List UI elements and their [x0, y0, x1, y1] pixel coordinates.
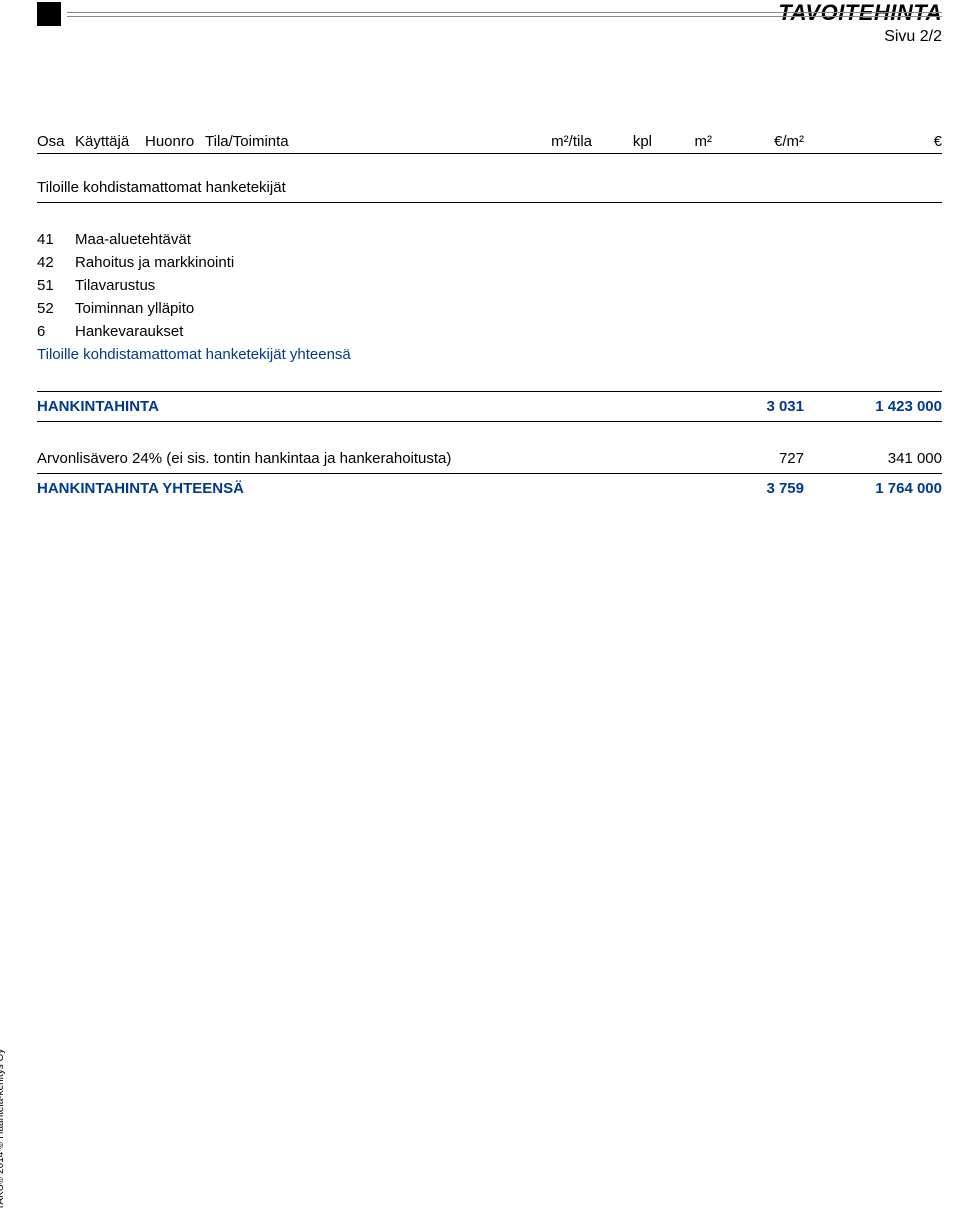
table-row: 41 Maa-aluetehtävät [37, 228, 942, 251]
col-tila: Tila/Toiminta [205, 130, 512, 154]
col-osa: Osa [37, 130, 75, 154]
page-indicator: Sivu 2/2 [778, 28, 942, 46]
alv-eurm2: 727 [712, 447, 832, 470]
total-row: HANKINTAHINTA YHTEENSÄ 3 759 1 764 000 [37, 477, 942, 500]
section-subtotal-row: Tiloille kohdistamattomat hanketekijät y… [37, 343, 942, 366]
col-eur: € [832, 130, 942, 154]
col-m2tila: m²/tila [512, 130, 592, 154]
row-code: 41 [37, 228, 75, 251]
total-label: HANKINTAHINTA YHTEENSÄ [37, 477, 712, 500]
col-kpl: kpl [592, 130, 652, 154]
col-kayttaja: Käyttäjä [75, 130, 145, 154]
col-eur-m2: €/m² [712, 130, 832, 154]
total-eur: 1 764 000 [832, 477, 942, 500]
table-row: 6 Hankevaraukset [37, 320, 942, 343]
table-row: 51 Tilavarustus [37, 274, 942, 297]
content: Osa Käyttäjä Huonro Tila/Toiminta m²/til… [0, 70, 960, 500]
row-label: Toiminnan ylläpito [75, 297, 512, 320]
column-header-row: Osa Käyttäjä Huonro Tila/Toiminta m²/til… [37, 130, 942, 154]
row-code: 42 [37, 251, 75, 274]
row-code: 52 [37, 297, 75, 320]
row-label: Rahoitus ja markkinointi [75, 251, 512, 274]
title-block: TAVOITEHINTA Sivu 2/2 [778, 0, 942, 46]
alv-label: Arvonlisävero 24% (ei sis. tontin hankin… [37, 447, 712, 470]
section-subtotal-label: Tiloille kohdistamattomat hanketekijät y… [37, 343, 942, 366]
col-m2: m² [652, 130, 712, 154]
page: TAVOITEHINTA Sivu 2/2 Osa Käyttäjä Huonr… [0, 0, 960, 1220]
alv-eur: 341 000 [832, 447, 942, 470]
table-row: 42 Rahoitus ja markkinointi [37, 251, 942, 274]
hankintahinta-eurm2: 3 031 [712, 395, 832, 418]
col-huonro: Huonro [145, 130, 205, 154]
hankintahinta-label: HANKINTAHINTA [37, 395, 712, 418]
row-label: Tilavarustus [75, 274, 512, 297]
total-eurm2: 3 759 [712, 477, 832, 500]
alv-row: Arvonlisävero 24% (ei sis. tontin hankin… [37, 447, 942, 470]
section-heading-row: Tiloille kohdistamattomat hanketekijät [37, 176, 942, 199]
section-heading: Tiloille kohdistamattomat hanketekijät [37, 176, 942, 199]
row-label: Maa-aluetehtävät [75, 228, 512, 251]
data-table: Osa Käyttäjä Huonro Tila/Toiminta m²/til… [37, 130, 942, 500]
footer-credit: TAKU® 2014 © Haahtela-kehitys Oy [0, 1049, 6, 1210]
logo-square [37, 2, 61, 26]
hankintahinta-eur: 1 423 000 [832, 395, 942, 418]
row-code: 51 [37, 274, 75, 297]
table-row: 52 Toiminnan ylläpito [37, 297, 942, 320]
row-code: 6 [37, 320, 75, 343]
hankintahinta-row: HANKINTAHINTA 3 031 1 423 000 [37, 395, 942, 418]
row-label: Hankevaraukset [75, 320, 512, 343]
header: TAVOITEHINTA Sivu 2/2 [0, 0, 960, 70]
double-rule [67, 12, 942, 17]
